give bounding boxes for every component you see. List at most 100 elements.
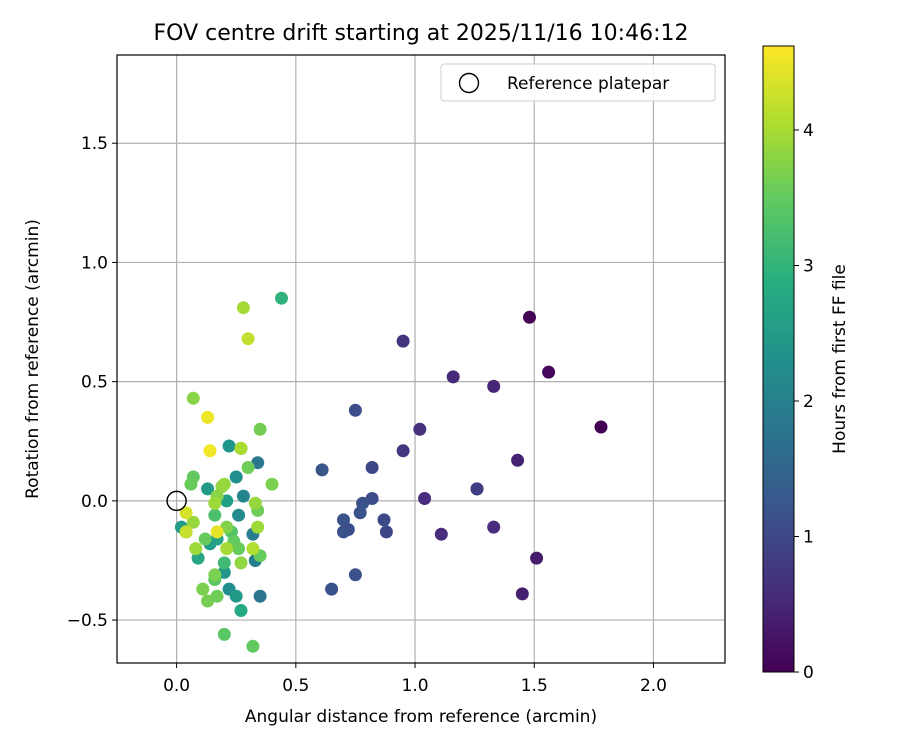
data-point xyxy=(248,496,262,510)
data-points xyxy=(174,291,608,653)
data-point xyxy=(246,639,260,653)
data-point xyxy=(353,506,367,520)
data-point xyxy=(179,506,193,520)
reference-marker xyxy=(166,490,187,512)
data-point xyxy=(232,542,246,556)
data-point xyxy=(523,310,536,324)
x-axis-label: Angular distance from reference (arcmin) xyxy=(245,707,597,727)
data-point xyxy=(594,420,608,434)
data-point xyxy=(220,494,234,508)
y-axis-ticks: −0.5 0.0 0.5 1.0 1.5 xyxy=(67,134,117,631)
colorbar-label: Hours from first FF file xyxy=(830,264,850,454)
chart-title: FOV centre drift starting at 2025/11/16 … xyxy=(154,21,689,46)
data-point xyxy=(201,482,215,496)
data-point xyxy=(511,453,525,467)
data-point xyxy=(365,461,379,474)
data-point xyxy=(348,403,362,417)
data-point xyxy=(337,513,350,527)
data-point xyxy=(201,410,215,424)
data-point xyxy=(241,461,255,474)
data-point xyxy=(210,589,224,603)
data-point xyxy=(229,470,243,484)
data-point xyxy=(253,589,267,603)
y-tick-label: −0.5 xyxy=(67,611,108,631)
colorbar xyxy=(762,45,795,673)
data-point xyxy=(251,456,265,470)
plot-frame xyxy=(116,54,726,664)
y-tick-label: 1.5 xyxy=(81,134,108,154)
data-point xyxy=(265,477,279,491)
data-point xyxy=(186,515,200,529)
data-point xyxy=(325,582,339,596)
x-tick-label: 2.0 xyxy=(640,676,667,696)
colorbar-tick-label: 3 xyxy=(803,257,814,277)
data-point xyxy=(418,492,432,505)
data-point xyxy=(217,477,231,491)
data-point xyxy=(515,587,529,601)
data-point xyxy=(377,513,391,527)
y-tick-label: 0.0 xyxy=(81,492,108,512)
data-point xyxy=(234,441,248,455)
colorbar-tick-label: 1 xyxy=(803,528,814,548)
legend: Reference platepar xyxy=(440,63,716,102)
y-axis-label: Rotation from reference (arcmin) xyxy=(23,219,43,499)
data-point xyxy=(530,551,544,565)
reference-layer xyxy=(166,490,187,512)
data-point xyxy=(203,444,217,458)
data-point xyxy=(234,556,248,570)
x-tick-label: 1.0 xyxy=(402,676,429,696)
colorbar-tick-label: 2 xyxy=(803,392,814,412)
data-point xyxy=(434,527,448,541)
data-point xyxy=(236,489,250,503)
data-point xyxy=(210,525,224,539)
colorbar-ticks: 0 1 2 3 4 xyxy=(794,121,814,683)
data-point xyxy=(275,291,288,305)
x-tick-label: 0.5 xyxy=(282,676,309,696)
legend-label: Reference platepar xyxy=(507,74,669,94)
data-point xyxy=(189,542,203,556)
data-point xyxy=(208,496,222,510)
data-point xyxy=(396,334,410,348)
data-point xyxy=(217,556,231,570)
data-point xyxy=(217,627,231,641)
data-point xyxy=(198,532,212,546)
data-point xyxy=(208,508,222,522)
data-point xyxy=(379,525,393,539)
data-point xyxy=(236,301,250,315)
data-point xyxy=(253,422,267,436)
data-point xyxy=(396,444,410,458)
x-axis-ticks: 0.0 0.5 1.0 1.5 2.0 xyxy=(163,663,667,696)
data-point xyxy=(241,332,255,346)
grid-lines xyxy=(117,55,725,663)
data-point xyxy=(446,370,460,384)
colorbar-tick-label: 0 xyxy=(803,663,814,683)
data-point xyxy=(229,589,243,603)
data-point xyxy=(186,391,200,405)
data-point xyxy=(208,568,222,582)
data-point xyxy=(470,482,484,496)
data-point xyxy=(337,525,350,539)
data-point xyxy=(251,520,265,534)
data-point xyxy=(315,463,329,477)
x-tick-label: 1.5 xyxy=(521,676,548,696)
legend-marker-icon xyxy=(458,72,480,94)
y-tick-label: 0.5 xyxy=(81,373,108,393)
data-point xyxy=(487,379,501,393)
data-point xyxy=(542,365,556,379)
data-point xyxy=(196,582,210,596)
data-point xyxy=(179,525,193,539)
data-point xyxy=(487,520,501,534)
colorbar-tick-label: 4 xyxy=(803,121,814,141)
data-point xyxy=(220,520,234,534)
data-point xyxy=(348,568,362,582)
x-tick-label: 0.0 xyxy=(163,676,190,696)
data-point xyxy=(184,477,198,491)
legend-box xyxy=(440,63,716,102)
data-point xyxy=(220,542,234,556)
y-tick-label: 1.0 xyxy=(81,253,108,273)
data-point xyxy=(222,439,236,453)
data-point xyxy=(232,508,246,522)
data-point xyxy=(413,422,427,436)
data-point xyxy=(234,604,248,617)
